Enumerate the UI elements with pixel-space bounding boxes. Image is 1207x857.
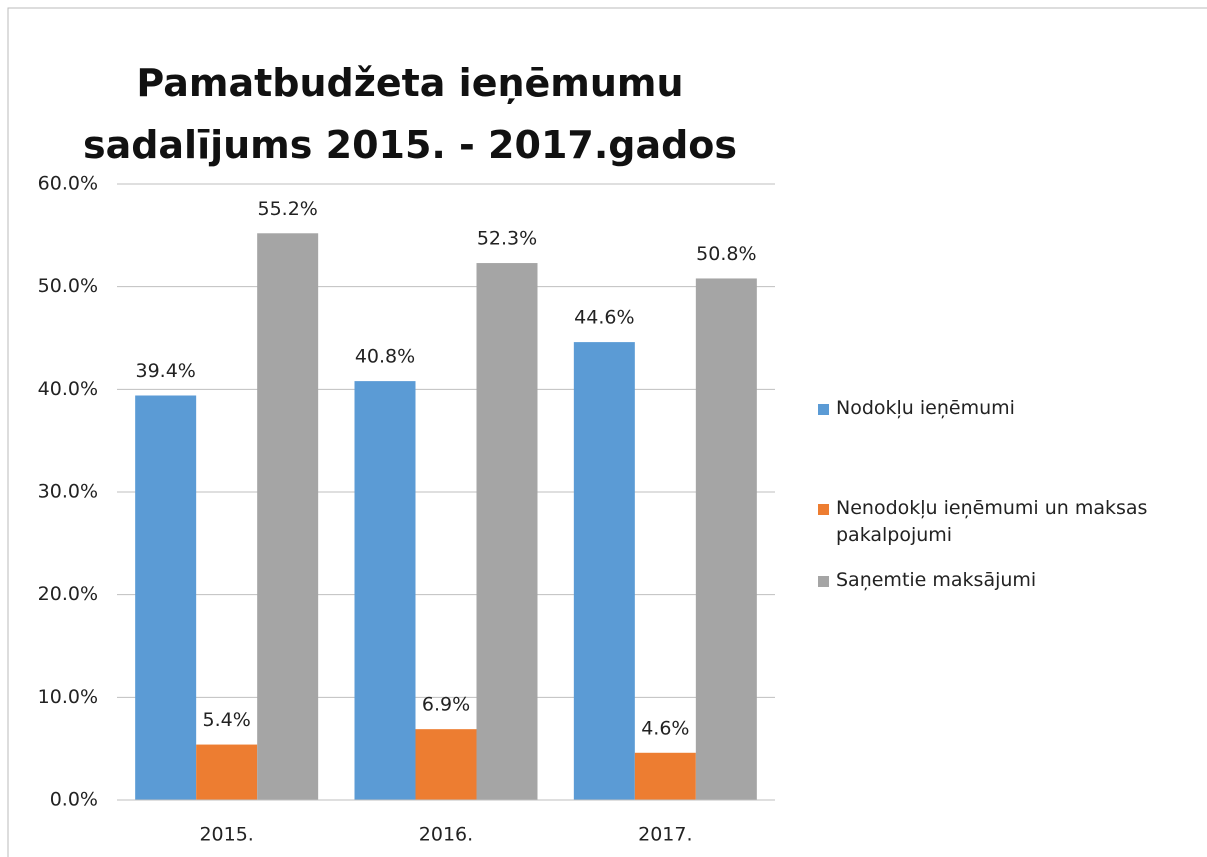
legend-swatch — [818, 576, 829, 587]
data-label: 6.9% — [422, 694, 470, 716]
y-tick-label: 0.0% — [50, 789, 98, 811]
y-tick-label: 30.0% — [38, 481, 98, 503]
x-tick-label: 2015. — [199, 824, 253, 846]
bar — [135, 395, 197, 800]
legend-label: Nodokļu ieņēmumi — [836, 397, 1015, 419]
legend-swatch — [818, 504, 829, 515]
bar — [257, 233, 319, 800]
data-label: 40.8% — [355, 346, 415, 368]
bar — [573, 342, 635, 800]
frame-border — [7, 7, 1207, 857]
data-label: 4.6% — [641, 717, 689, 739]
data-label: 44.6% — [574, 307, 634, 329]
y-tick-label: 60.0% — [38, 173, 98, 195]
x-tick-label: 2016. — [419, 824, 473, 846]
legend-item: Saņemtie maksājumi — [818, 567, 1206, 594]
y-tick-label: 10.0% — [38, 686, 98, 708]
data-label: 39.4% — [135, 360, 195, 382]
y-tick-label: 20.0% — [38, 583, 98, 605]
legend-item: Nenodokļu ieņēmumi un maksas pakalpojumi — [818, 495, 1206, 549]
bar — [196, 744, 258, 800]
chart-title: Pamatbudžeta ieņēmumu sadalījums 2015. -… — [82, 61, 738, 167]
y-tick-label: 40.0% — [38, 378, 98, 400]
bar — [415, 729, 477, 800]
legend-item: Nodokļu ieņēmumi — [818, 395, 1206, 422]
bar — [476, 263, 538, 800]
legend-label: Saņemtie maksājumi — [836, 569, 1037, 591]
data-label: 50.8% — [696, 243, 756, 265]
data-label: 52.3% — [477, 228, 537, 250]
legend-label: Nenodokļu ieņēmumi un maksas pakalpojumi — [836, 497, 1148, 546]
bar — [695, 278, 757, 800]
data-label: 5.4% — [203, 709, 251, 731]
bar — [634, 752, 696, 800]
x-tick-label: 2017. — [638, 824, 692, 846]
legend-swatch — [818, 404, 829, 415]
data-label: 55.2% — [257, 198, 317, 220]
bar — [354, 381, 416, 800]
y-tick-label: 50.0% — [38, 275, 98, 297]
